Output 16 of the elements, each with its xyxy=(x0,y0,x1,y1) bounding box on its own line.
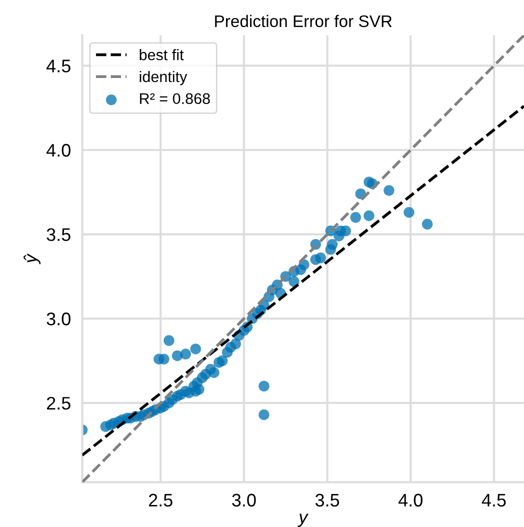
x-tick-label: 4.5 xyxy=(482,494,506,507)
y-tick-label: 4.5 xyxy=(46,60,70,72)
x-tick-label: 3.5 xyxy=(315,494,340,507)
y-tick-label: 2.5 xyxy=(46,396,70,410)
y-tick-label: 3.0 xyxy=(46,312,70,326)
chart-title: Prediction Error for SVR xyxy=(215,14,392,28)
x-tick-label: 2.5 xyxy=(148,494,172,507)
x-tick-label: 3.0 xyxy=(232,494,256,507)
legend-label: identity xyxy=(140,70,188,86)
legend-label: R² = 0.868 xyxy=(140,93,210,104)
legend-label: best fit xyxy=(140,49,184,60)
y-tick-label: 4.0 xyxy=(46,144,70,157)
y-axis-title: ŷ xyxy=(24,253,41,264)
x-tick-label: 4.0 xyxy=(398,494,422,507)
x-axis-title: y xyxy=(298,514,309,527)
y-tick-label: 3.5 xyxy=(46,228,70,242)
